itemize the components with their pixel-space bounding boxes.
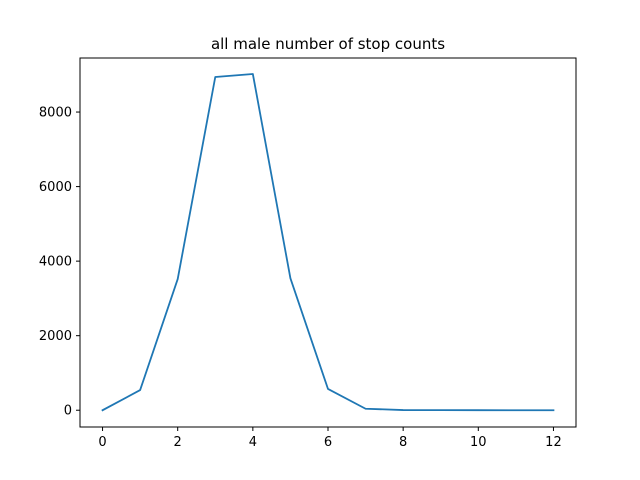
- x-tick-label: 12: [545, 435, 562, 450]
- x-tick-label: 4: [249, 435, 257, 450]
- x-tick-label: 0: [98, 435, 106, 450]
- x-tick-label: 2: [174, 435, 182, 450]
- y-tick-label: 4000: [39, 255, 72, 270]
- x-tick-label: 6: [324, 435, 332, 450]
- y-tick-label: 8000: [39, 106, 72, 121]
- x-tick-label: 10: [470, 435, 487, 450]
- y-tick-label: 0: [64, 404, 72, 419]
- x-tick-label: 8: [399, 435, 407, 450]
- chart-title: all male number of stop counts: [211, 35, 445, 53]
- y-tick-label: 6000: [39, 180, 72, 195]
- plot-frame: [79, 57, 577, 428]
- x-axis-ticks: 0 2 4 6 8 10 12: [98, 427, 562, 450]
- series-layer: [101, 73, 555, 412]
- y-tick-label: 2000: [39, 329, 72, 344]
- y-axis-ticks: 0 2000 4000 6000 8000: [39, 106, 80, 419]
